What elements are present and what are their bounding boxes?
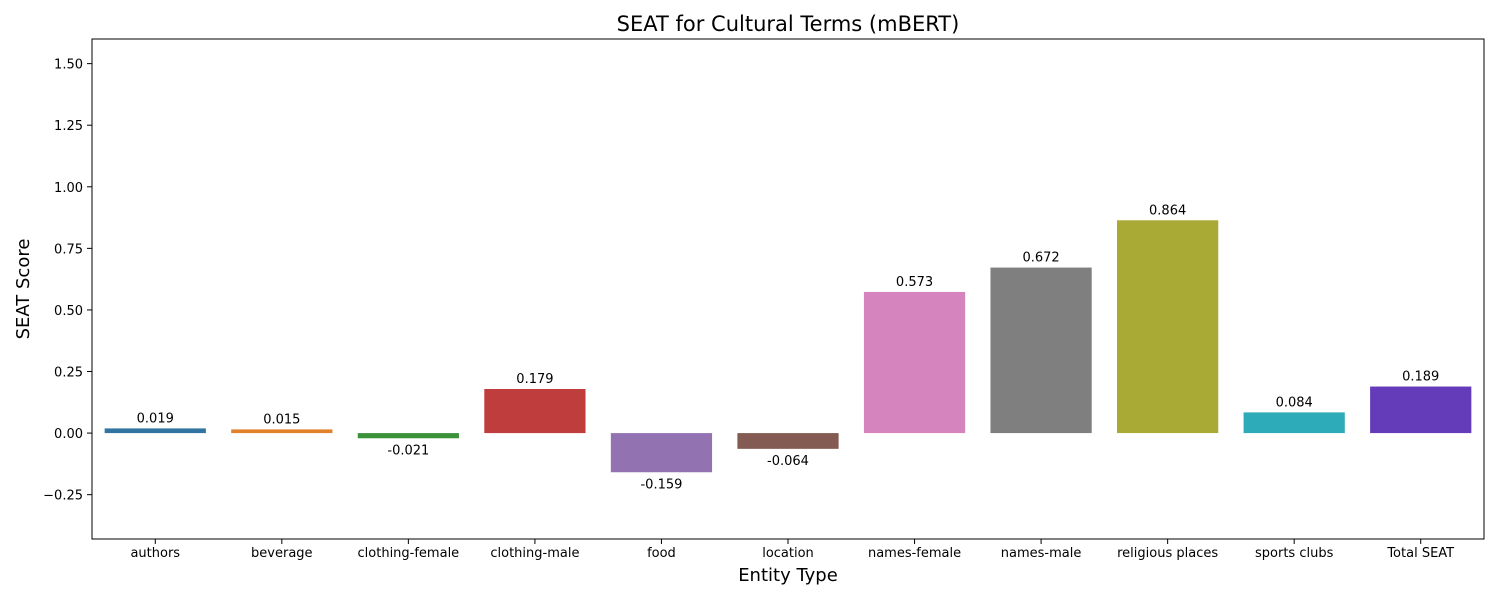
bar-value-label: 0.672 xyxy=(1022,251,1059,266)
bar xyxy=(357,433,459,439)
y-axis-ticks: −0.25 0.00 0.25 0.50 0.75 1.00 1.25 1.50 xyxy=(43,58,92,504)
y-tick-label: 0.50 xyxy=(54,304,83,319)
plot-frame xyxy=(91,38,1485,540)
y-tick-label: 1.25 xyxy=(54,119,83,134)
x-tick-label: religious places xyxy=(1117,546,1218,561)
x-axis-title: Entity Type xyxy=(738,565,838,586)
bar-value-label: 0.084 xyxy=(1276,395,1313,410)
chart-title: SEAT for Cultural Terms (mBERT) xyxy=(617,12,960,36)
bar xyxy=(484,389,586,434)
x-tick-label: sports clubs xyxy=(1255,546,1334,561)
x-tick-label: authors xyxy=(130,546,180,561)
x-tick-label: clothing-female xyxy=(358,546,460,561)
bar xyxy=(737,433,839,449)
x-tick-label: beverage xyxy=(251,546,313,561)
y-tick-label: 1.00 xyxy=(54,181,83,196)
bar-value-label: 0.015 xyxy=(263,412,300,427)
bar-value-label: 0.573 xyxy=(896,275,933,290)
x-tick-label: clothing-male xyxy=(490,546,579,561)
bar-value-label: -0.159 xyxy=(640,477,682,492)
x-axis-ticks: authors beverage clothing-female clothing-m… xyxy=(130,539,1454,561)
x-tick-label: names-male xyxy=(1001,546,1082,561)
bar xyxy=(990,267,1092,434)
x-tick-label: location xyxy=(762,546,814,561)
y-tick-label: 0.00 xyxy=(54,427,83,442)
bars-layer: 0.019 0.015 -0.021 0.179 -0.159 -0.064 0.573 0.… xyxy=(104,203,1472,492)
y-tick-label: −0.25 xyxy=(43,489,83,504)
x-tick-label: food xyxy=(647,546,676,561)
y-axis-title: SEAT Score xyxy=(13,239,34,340)
y-tick-label: 0.25 xyxy=(54,366,83,381)
bar-value-label: 0.179 xyxy=(516,372,553,387)
x-tick-label: Total SEAT xyxy=(1386,546,1454,561)
bar xyxy=(231,429,333,434)
bar-value-label: 0.864 xyxy=(1149,203,1186,218)
bar-value-label: 0.189 xyxy=(1402,370,1439,385)
y-tick-label: 0.75 xyxy=(54,242,83,257)
bar-value-label: -0.064 xyxy=(767,454,809,469)
bar xyxy=(1370,386,1472,434)
bar-value-label: 0.019 xyxy=(137,411,174,426)
bar-value-label: -0.021 xyxy=(387,443,429,458)
bar xyxy=(1117,220,1219,434)
bar xyxy=(104,428,206,434)
y-tick-label: 1.50 xyxy=(54,58,83,73)
bar xyxy=(610,433,713,473)
bar xyxy=(1243,412,1345,434)
bar xyxy=(863,291,966,434)
x-tick-label: names-female xyxy=(868,546,961,561)
